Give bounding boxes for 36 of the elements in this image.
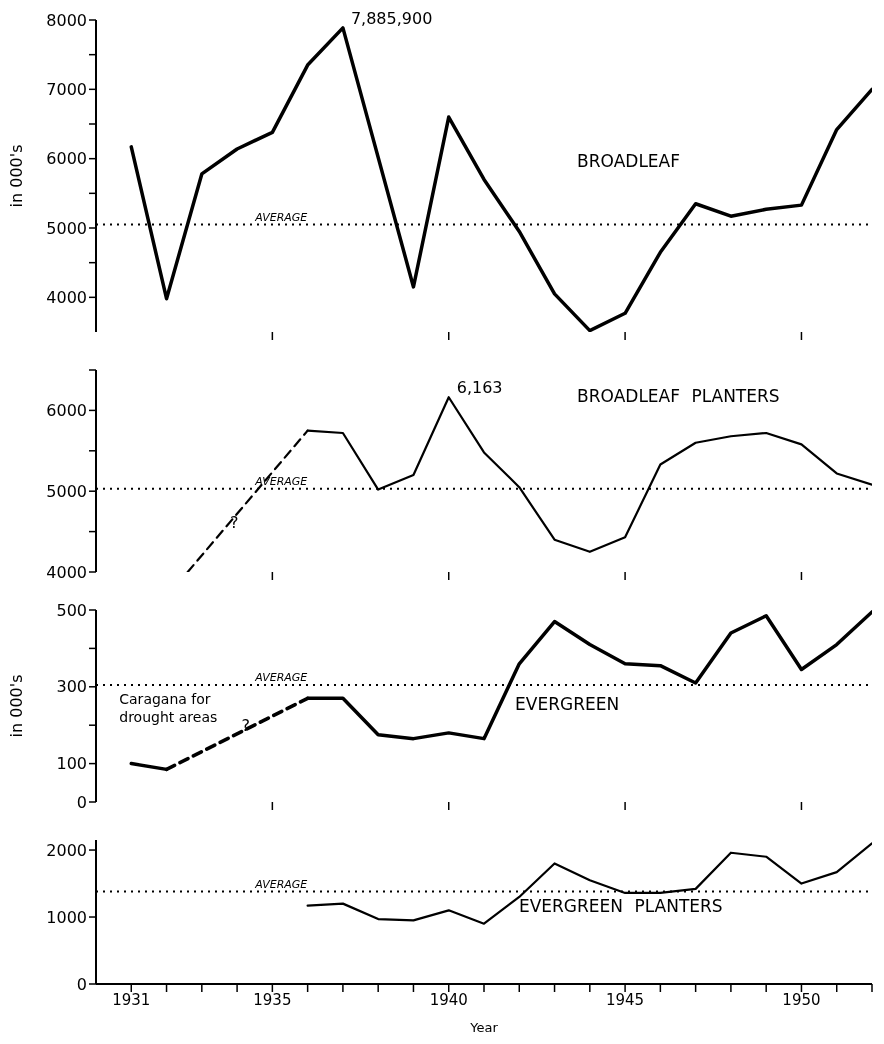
y-tick-label: 0 xyxy=(76,974,87,994)
ref-line-label: AVERAGE xyxy=(254,877,308,891)
x-tick-label: 1940 xyxy=(429,990,468,1009)
x-tick-label: 1950 xyxy=(782,990,821,1009)
y-axis-title: in 000's xyxy=(6,144,26,208)
y-tick-label: 4000 xyxy=(46,562,87,582)
x-tick-label: 1945 xyxy=(606,990,645,1009)
y-tick-label: 6000 xyxy=(46,401,87,421)
y-tick-label: 5000 xyxy=(46,481,87,501)
y-tick-label: 500 xyxy=(56,600,87,620)
ref-line-label: AVERAGE xyxy=(254,474,308,488)
y-tick-label: 1000 xyxy=(46,907,87,927)
annotation: ? xyxy=(241,715,251,735)
y-tick-label: 7000 xyxy=(46,80,87,100)
y-tick-label: 0 xyxy=(76,792,87,812)
y-tick-label: 100 xyxy=(56,754,87,774)
ref-line-label: AVERAGE xyxy=(254,670,308,684)
x-axis-title: Year xyxy=(469,1020,499,1035)
y-tick-label: 8000 xyxy=(46,10,87,30)
annotation: ? xyxy=(229,512,239,532)
y-tick-label: 4000 xyxy=(46,288,87,308)
annotation: 6,163 xyxy=(456,378,503,398)
annotation: Caragana for drought areas xyxy=(119,690,218,725)
x-tick-label: 1931 xyxy=(112,990,151,1009)
y-tick-label: 2000 xyxy=(46,840,87,860)
text: BROADLEAF xyxy=(577,151,681,172)
y-axis-title: in 000's xyxy=(6,674,26,738)
x-tick-label: 1935 xyxy=(253,990,292,1009)
y-tick-label: 300 xyxy=(56,677,87,697)
series-label: EVERGREEN xyxy=(515,694,620,715)
ref-line-label: AVERAGE xyxy=(254,210,308,224)
series-label: EVERGREEN PLANTERS xyxy=(518,896,723,917)
y-tick-label: 5000 xyxy=(46,218,87,238)
annotation: 7,885,900 xyxy=(350,8,433,28)
y-tick-label: 6000 xyxy=(46,149,87,169)
series-label: BROADLEAF PLANTERS xyxy=(577,386,780,407)
